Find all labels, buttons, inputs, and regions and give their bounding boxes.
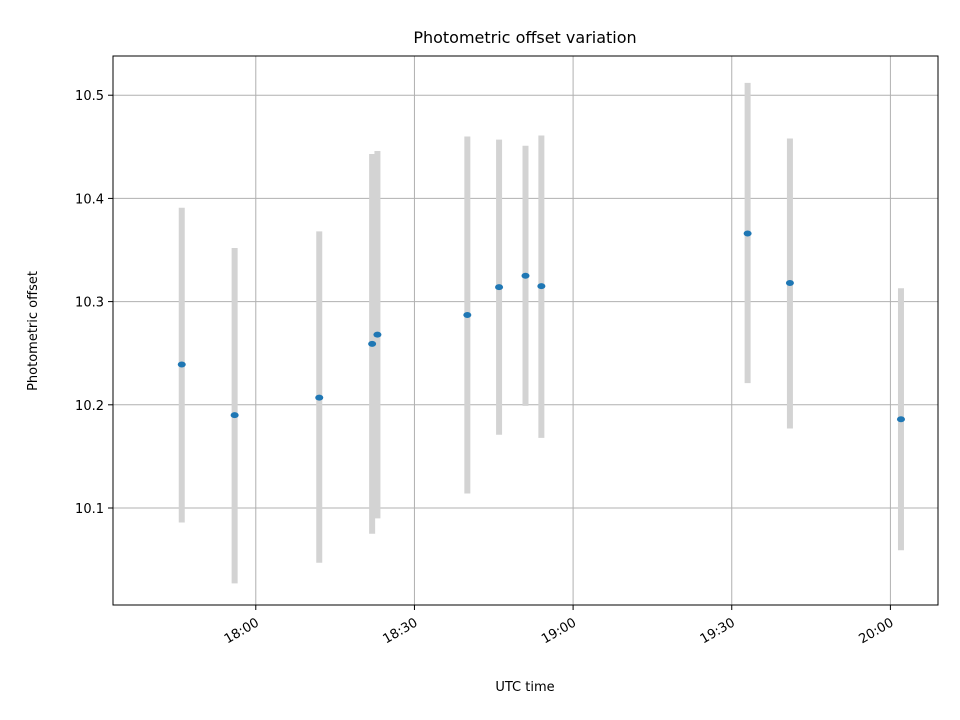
y-tick-label: 10.3: [75, 296, 104, 311]
data-point: [743, 230, 752, 237]
data-point: [537, 283, 546, 290]
data-point: [368, 340, 377, 347]
y-tick-label: 10.1: [75, 502, 104, 517]
data-point: [521, 272, 530, 279]
data-point: [785, 280, 794, 287]
data-point: [463, 312, 472, 319]
y-axis-label: Photometric offset: [26, 271, 41, 391]
chart-title: Photometric offset variation: [413, 28, 636, 47]
y-axis-ticks: 10.1 10.2 10.3 10.4 10.5: [75, 89, 113, 517]
x-axis-label: UTC time: [495, 680, 554, 695]
data-point: [373, 331, 382, 338]
data-points: [177, 230, 905, 423]
y-tick-label: 10.4: [75, 192, 104, 207]
y-tick-label: 10.2: [75, 399, 104, 414]
data-point: [315, 394, 324, 401]
data-point: [230, 412, 239, 419]
y-tick-label: 10.5: [75, 89, 104, 104]
plot-frame: [112, 55, 939, 606]
data-point: [177, 361, 186, 368]
data-point: [896, 416, 905, 423]
data-point: [495, 284, 504, 291]
